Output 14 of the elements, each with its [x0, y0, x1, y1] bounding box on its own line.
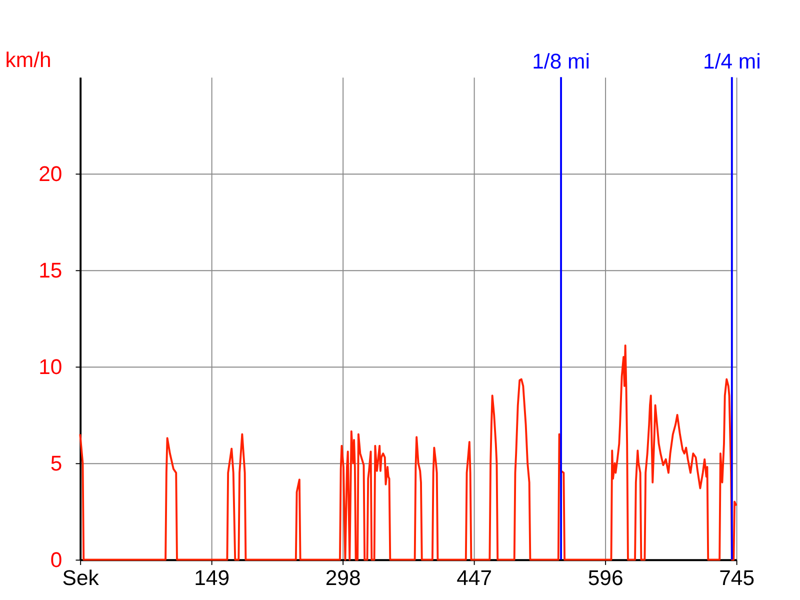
y-tick-label: 15 — [38, 259, 62, 282]
x-tick-label: 149 — [194, 567, 230, 590]
ref-line-label: 1/4 mi — [703, 50, 761, 74]
y-axis-title: km/h — [5, 49, 52, 72]
x-tick-label: 745 — [719, 567, 754, 590]
y-tick-label: 10 — [38, 356, 62, 379]
y-tick-label: 0 — [50, 548, 62, 572]
y-tick-label: 5 — [50, 452, 62, 476]
x-tick-label: 596 — [588, 567, 624, 590]
x-tick-label: 447 — [456, 567, 492, 590]
x-tick-label: Sek — [62, 567, 100, 590]
x-tick-label: 298 — [325, 567, 361, 590]
ref-line-label: 1/8 mi — [532, 50, 590, 74]
y-tick-label: 20 — [38, 162, 62, 186]
